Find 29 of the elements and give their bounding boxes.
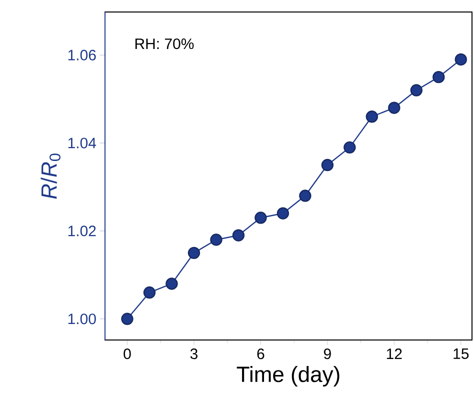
point xyxy=(276,207,290,220)
x-tick-label: 9 xyxy=(324,348,331,360)
y-tick-label: 1.04 xyxy=(68,138,96,148)
x-tick-label: 12 xyxy=(386,348,402,359)
x-tick-label: 15 xyxy=(454,348,469,359)
point xyxy=(321,158,334,172)
point xyxy=(254,212,267,224)
y-tick-label: 1.00 xyxy=(68,314,96,324)
point xyxy=(210,234,222,246)
point xyxy=(299,190,312,202)
y-tick-label: 1.06 xyxy=(68,50,96,60)
x-tick-label: 3 xyxy=(190,348,198,360)
x-tick-label: 6 xyxy=(257,348,264,360)
y-tick-label: 1.02 xyxy=(68,226,96,236)
point xyxy=(344,141,356,154)
point xyxy=(121,312,134,325)
point xyxy=(188,246,200,260)
point xyxy=(388,102,400,114)
x-axis-title: Time (day) xyxy=(236,366,340,386)
y-axis-title: R/R$_{0}$ xyxy=(40,154,60,199)
point xyxy=(432,70,445,84)
point xyxy=(232,229,245,242)
point xyxy=(366,110,378,123)
point xyxy=(454,53,467,66)
point xyxy=(166,278,178,290)
x-tick-label: 0 xyxy=(124,348,131,360)
annotation: RH: 70% xyxy=(135,38,194,50)
point xyxy=(410,84,422,96)
point xyxy=(143,286,156,299)
